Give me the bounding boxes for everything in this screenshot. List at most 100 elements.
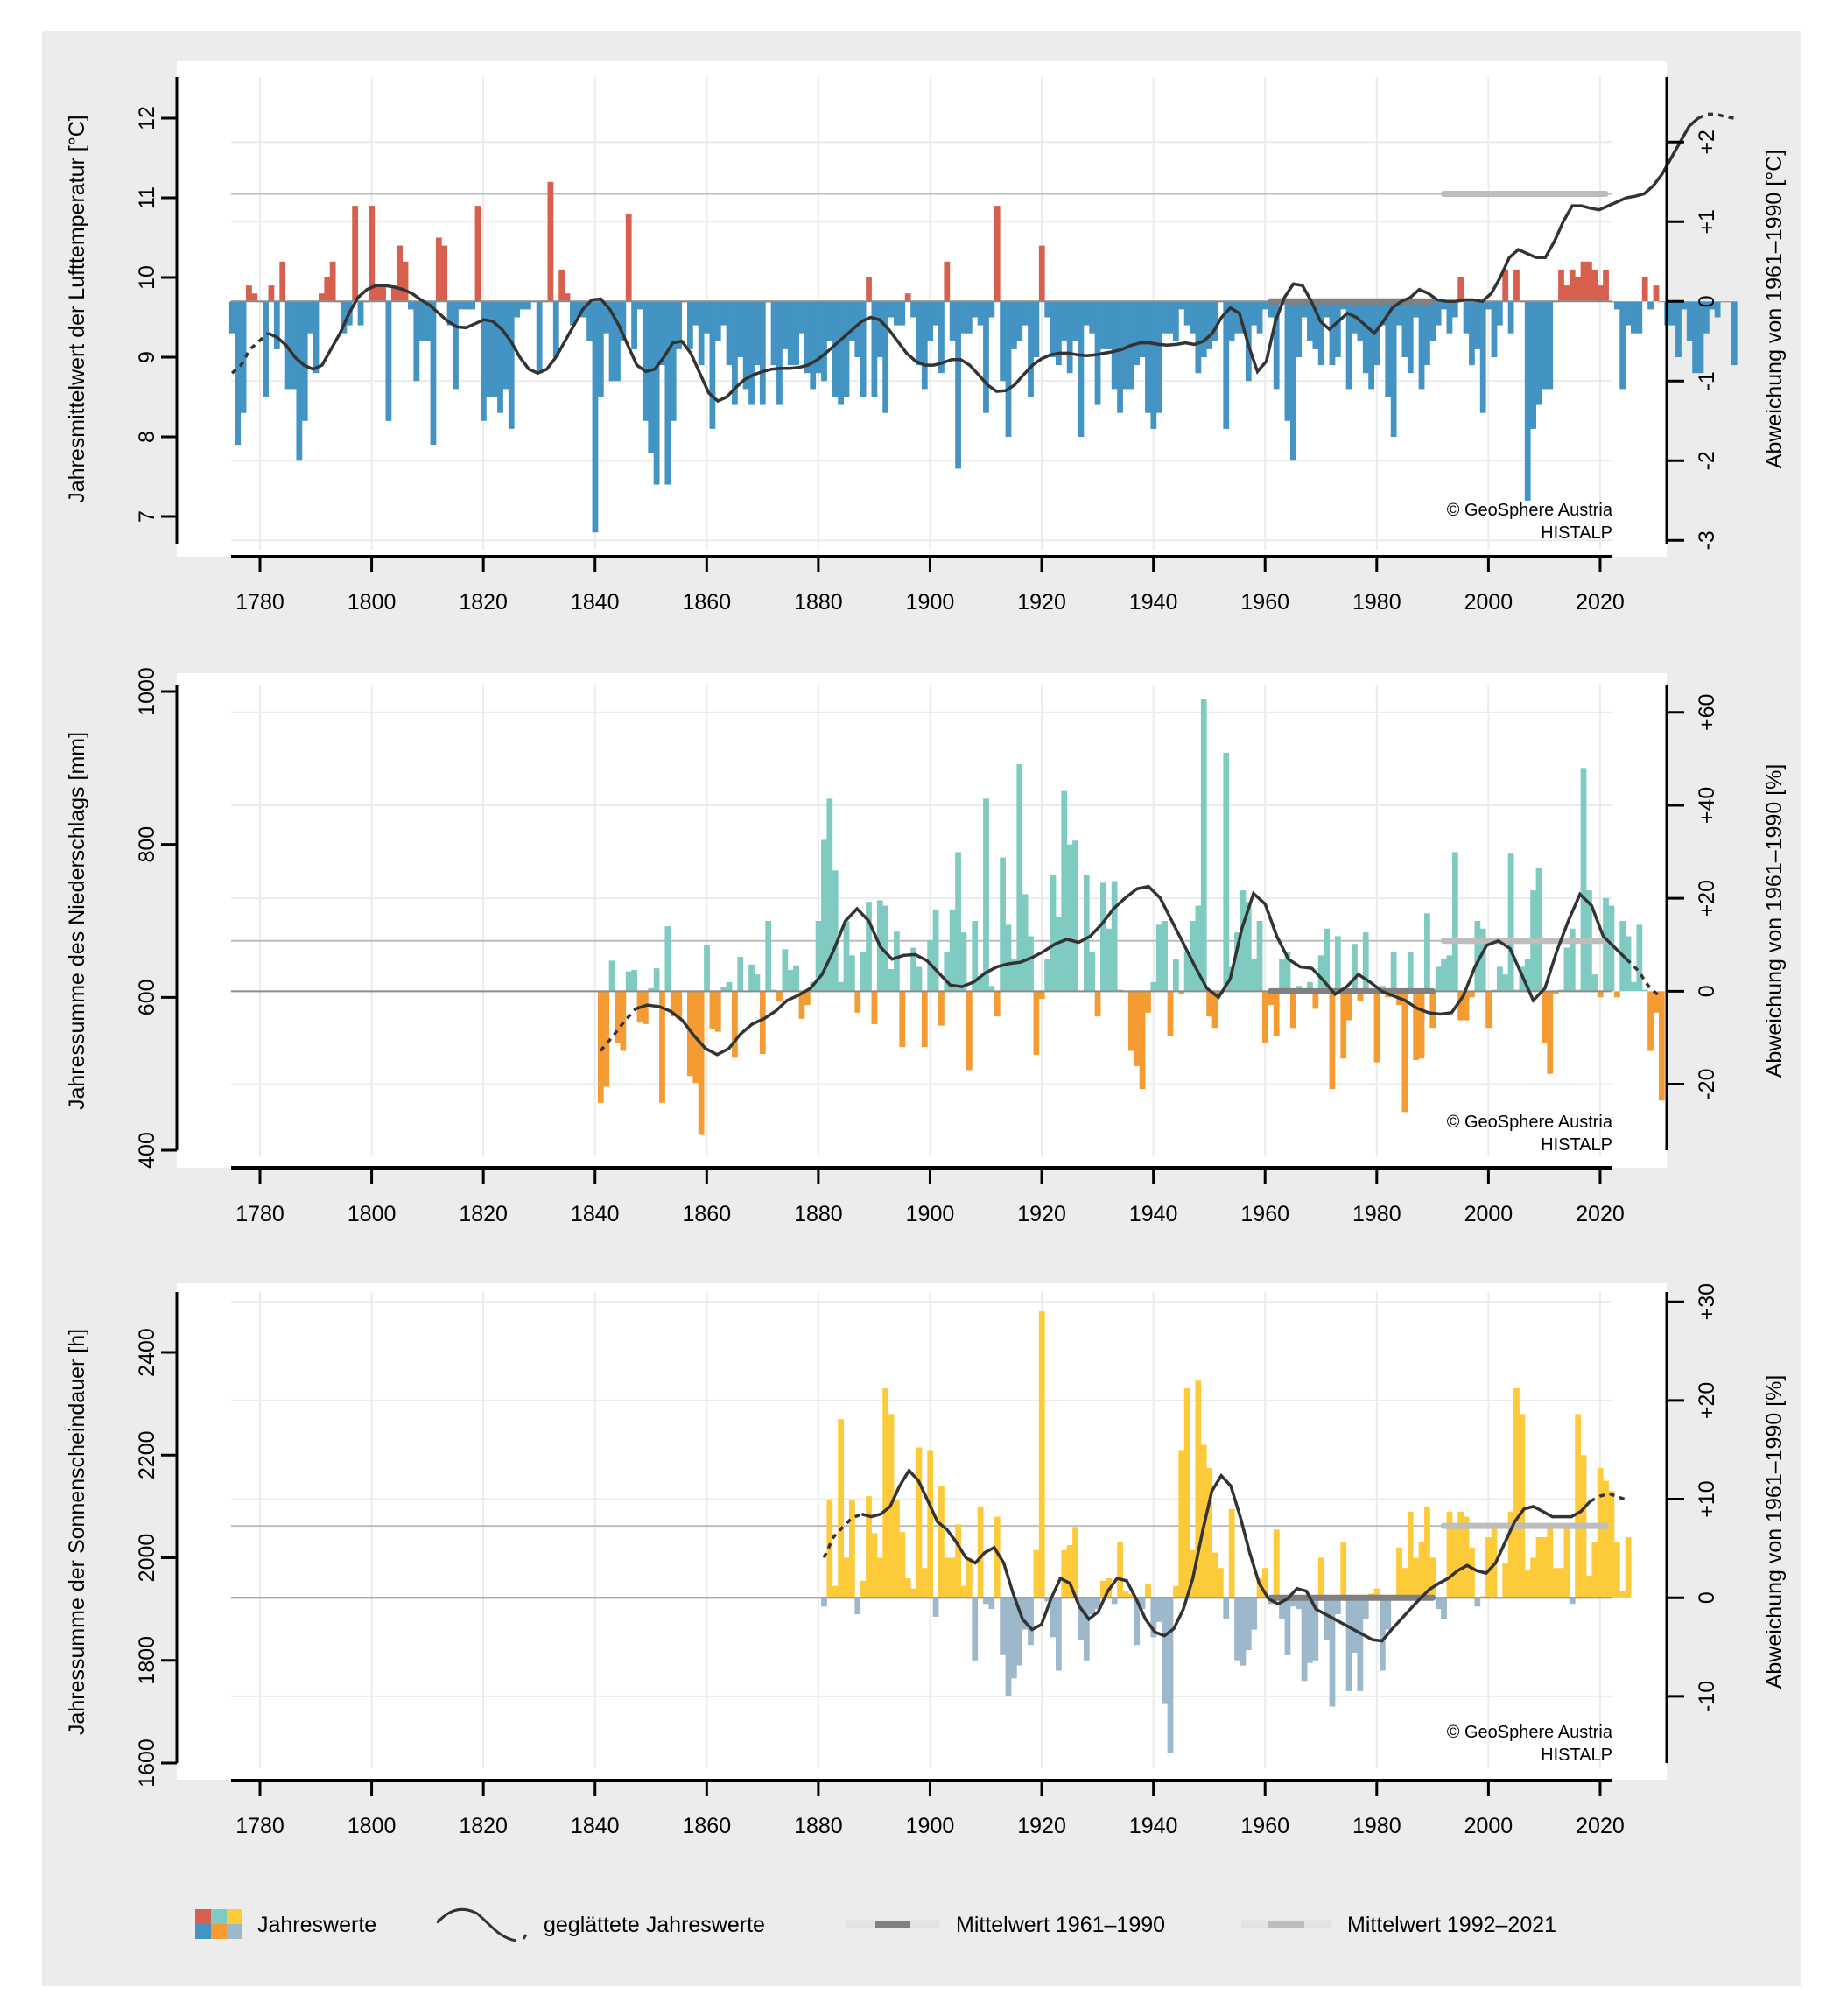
bar-1881 [821, 1598, 827, 1607]
bar-2030 [1653, 991, 1660, 1013]
bar-1954 [1228, 966, 1235, 992]
x-tick-label: 1860 [683, 590, 732, 615]
bar-1950 [1206, 301, 1213, 349]
bar-2010 [1541, 301, 1548, 390]
bar-2021 [1603, 1480, 1609, 1598]
bar-1860 [704, 301, 710, 334]
bar-1968 [1307, 981, 1313, 992]
bar-2031 [1658, 991, 1665, 1101]
bar-1929 [1089, 301, 1096, 334]
bar-1938 [1139, 301, 1146, 357]
bar-1905 [955, 1524, 961, 1598]
bar-1775 [228, 301, 235, 334]
bar-1900 [927, 1450, 934, 1598]
bar-1955 [1234, 932, 1240, 992]
x-tick-label: 2020 [1576, 1814, 1625, 1838]
y2-tick-label: +1 [1695, 209, 1719, 235]
bar-1864 [726, 301, 733, 366]
temperature-panel: 7 8 9 10 11 12 -3 -2 -1 0 +1 +2 1780 1800 1820 1840 1860… [65, 61, 1787, 615]
bar-1931 [1100, 301, 1106, 349]
bar-1992 [1441, 1598, 1447, 1619]
bar-1915 [1010, 959, 1017, 992]
x-tick-label: 1800 [348, 1814, 397, 1838]
smoothed-line-end-dashed [1697, 112, 1735, 120]
bar-1947 [1190, 921, 1196, 992]
bar-1847 [631, 969, 637, 992]
x-tick-label: 1780 [235, 1202, 284, 1226]
y2-tick-label: -2 [1695, 451, 1719, 470]
bar-1801 [374, 285, 381, 302]
bar-1910 [983, 1598, 989, 1605]
x-tick-label: 1980 [1352, 590, 1401, 615]
bar-1920 [1038, 1311, 1045, 1598]
y2-tick-label: -10 [1695, 1681, 1719, 1712]
bar-1974 [1340, 301, 1347, 310]
bar-1889 [866, 277, 872, 302]
bar-1788 [301, 301, 308, 421]
y2-tick-label: 0 [1695, 1591, 1719, 1604]
bar-1924 [1061, 1549, 1068, 1598]
bar-1908 [972, 1598, 979, 1661]
bar-1898 [916, 1447, 923, 1598]
bar-1887 [854, 301, 861, 357]
x-tick-label: 1960 [1240, 1202, 1289, 1226]
x-tick-label: 1880 [794, 1814, 843, 1838]
bar-1845 [620, 301, 627, 341]
precipitation-panel: 400 600 800 1000 -20 0 +20 +40 +60 1780 1800 1820 18… [65, 667, 1787, 1226]
bar-1949 [1200, 301, 1207, 357]
bar-1921 [1044, 1598, 1051, 1602]
bar-1883 [832, 870, 839, 992]
bar-1793 [329, 261, 336, 302]
bar-1967 [1301, 301, 1308, 318]
bar-2016 [1575, 1414, 1582, 1598]
bar-2029 [1647, 301, 1654, 310]
x-tick-label: 1940 [1129, 590, 1178, 615]
bar-1870 [759, 301, 766, 405]
bar-2011 [1547, 991, 1554, 1074]
bar-1878 [804, 991, 811, 1006]
bar-2037 [1692, 301, 1698, 374]
bar-1886 [848, 955, 855, 992]
bar-1888 [860, 1580, 867, 1598]
bar-1902 [938, 1486, 945, 1598]
bar-1872 [770, 301, 777, 366]
y-axis-title: Jahressumme der Sonnenscheindauer [h] [65, 1329, 89, 1735]
bar-1787 [296, 301, 303, 461]
bar-1945 [1178, 991, 1185, 994]
bar-1970 [1317, 301, 1324, 366]
bar-1842 [603, 991, 610, 1087]
bar-1969 [1312, 1598, 1319, 1661]
bar-1925 [1066, 844, 1073, 992]
bar-1843 [608, 301, 615, 382]
bar-1867 [742, 301, 749, 390]
bar-1881 [821, 301, 827, 382]
bar-1991 [1435, 1598, 1442, 1610]
bar-1994 [1451, 1527, 1458, 1598]
bar-1913 [1000, 1598, 1006, 1655]
bar-1971 [1324, 301, 1330, 318]
bar-1912 [994, 991, 1001, 1017]
bar-1944 [1172, 959, 1179, 992]
bar-2019 [1591, 269, 1598, 302]
bar-1819 [474, 206, 481, 302]
bar-1846 [625, 971, 632, 992]
bar-1982 [1385, 1598, 1392, 1630]
reference-lines [231, 1467, 1629, 1643]
bar-1978 [1362, 1598, 1369, 1619]
bar-1876 [793, 965, 799, 992]
bar-1879 [810, 301, 817, 390]
bar-1993 [1446, 955, 1453, 992]
x-tick-label: 2000 [1464, 590, 1513, 615]
bar-1909 [977, 1506, 984, 1598]
bar-1952 [1217, 1568, 1224, 1598]
bar-1932 [1106, 928, 1113, 992]
bar-1781 [263, 301, 269, 397]
bar-1913 [1000, 857, 1006, 992]
bar-1939 [1145, 301, 1151, 413]
credit-line1: © GeoSphere Austria [1447, 501, 1613, 520]
bar-1933 [1111, 301, 1118, 390]
bar-1849 [642, 301, 649, 421]
bar-1896 [904, 1577, 911, 1598]
bar-1917 [1022, 301, 1029, 326]
bar-1862 [714, 301, 721, 341]
